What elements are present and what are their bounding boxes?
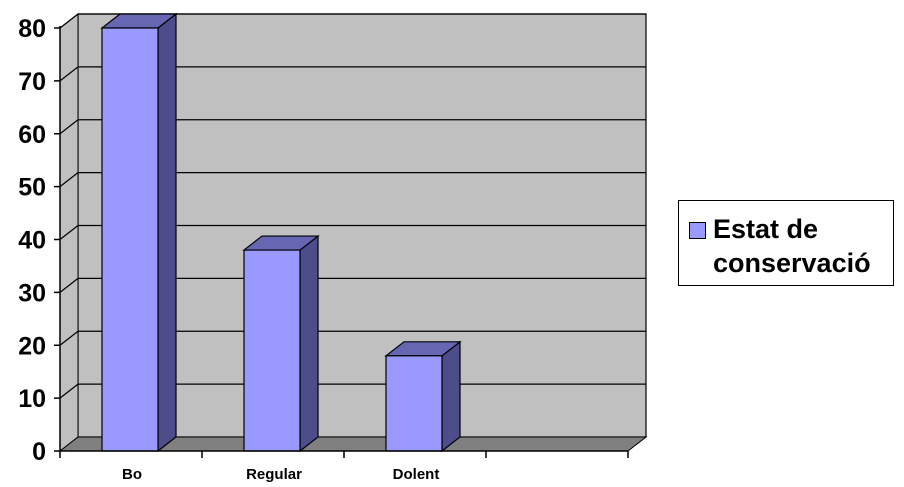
bars [100, 12, 462, 453]
y-tick-label: 40 [18, 227, 46, 255]
bar [242, 234, 320, 453]
gridline [59, 277, 646, 293]
y-tick-label: 70 [18, 68, 46, 96]
bar-front [385, 355, 443, 452]
y-tick-label: 50 [18, 174, 46, 202]
gridline [59, 13, 646, 29]
bar-side [299, 234, 319, 453]
legend-swatch [689, 222, 706, 239]
y-tick-labels: 0 10 20 30 40 50 60 70 80 [18, 15, 46, 466]
y-tick-label: 0 [32, 438, 46, 466]
bar [100, 12, 178, 453]
legend-label: Estat de conservació [713, 214, 871, 278]
gridline [59, 224, 646, 240]
y-tick-label: 30 [18, 279, 46, 307]
y-tick-label: 60 [18, 121, 46, 149]
legend: Estat de conservació [678, 200, 894, 286]
bar-side [441, 340, 461, 453]
bar [384, 340, 462, 453]
bar-side [157, 12, 177, 453]
x-tick-labels: Bo Regular Dolent [122, 466, 439, 483]
y-tick-label: 20 [18, 332, 46, 360]
gridline [59, 172, 646, 188]
gridline [59, 119, 646, 135]
y-tick-label: 10 [18, 385, 46, 413]
gridline [59, 330, 646, 346]
bar-front [101, 27, 159, 452]
y-tick-label: 80 [18, 15, 46, 43]
axes [54, 26, 629, 458]
x-tick-label: Bo [122, 466, 142, 483]
x-tick-label: Regular [246, 466, 302, 483]
x-tick-label: Dolent [393, 466, 440, 483]
bar-front [243, 249, 301, 452]
gridline [59, 66, 646, 82]
gridlines [59, 13, 646, 399]
